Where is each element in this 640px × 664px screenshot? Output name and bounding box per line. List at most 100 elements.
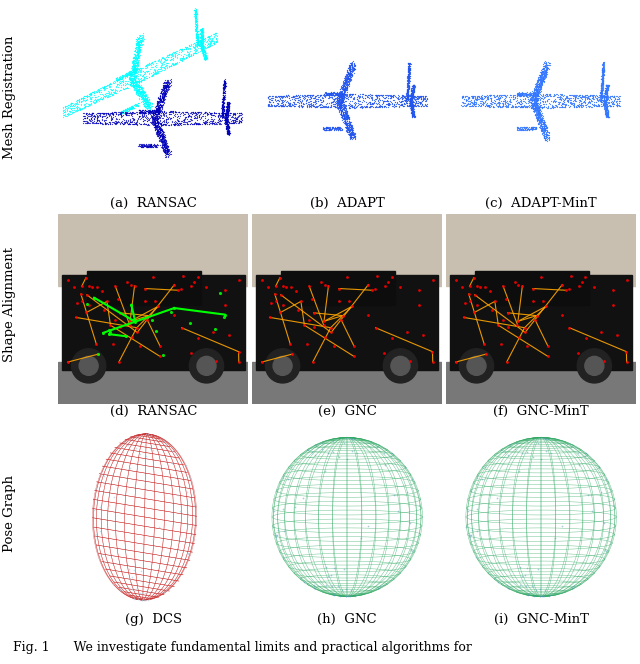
Point bbox=[102, 92, 113, 102]
Point bbox=[385, 92, 395, 103]
Point bbox=[128, 56, 138, 67]
Point bbox=[132, 37, 143, 47]
Point bbox=[130, 56, 140, 66]
Point bbox=[143, 98, 153, 109]
Point bbox=[132, 54, 142, 65]
Point bbox=[150, 105, 161, 116]
Point bbox=[186, 348, 196, 359]
Point bbox=[157, 104, 167, 114]
Point bbox=[115, 107, 125, 118]
Point bbox=[597, 76, 607, 87]
Point bbox=[138, 95, 148, 106]
Point bbox=[337, 79, 348, 90]
Point bbox=[218, 108, 228, 119]
Point bbox=[602, 86, 612, 97]
Point bbox=[131, 80, 141, 91]
Point bbox=[588, 93, 598, 104]
Point bbox=[596, 85, 606, 96]
Point bbox=[195, 32, 205, 42]
Point bbox=[92, 282, 102, 292]
Point bbox=[137, 33, 147, 43]
Point bbox=[116, 74, 126, 84]
Point bbox=[183, 108, 193, 118]
Point bbox=[577, 91, 587, 102]
Point bbox=[89, 95, 99, 106]
Point bbox=[521, 88, 531, 99]
Point bbox=[491, 90, 501, 101]
Point bbox=[348, 63, 358, 74]
Point bbox=[195, 33, 205, 43]
Point bbox=[601, 110, 611, 121]
Point bbox=[522, 124, 532, 134]
Point bbox=[153, 108, 163, 119]
Point bbox=[150, 112, 161, 123]
Point bbox=[196, 28, 207, 39]
Point bbox=[125, 74, 135, 85]
Point bbox=[153, 97, 163, 108]
Point bbox=[276, 101, 286, 112]
Point bbox=[351, 102, 361, 112]
Point bbox=[131, 86, 141, 96]
Point bbox=[599, 90, 609, 101]
Point bbox=[150, 118, 160, 128]
Point bbox=[191, 9, 202, 19]
Point bbox=[141, 73, 152, 84]
Point bbox=[324, 102, 335, 112]
Point bbox=[536, 118, 547, 128]
Point bbox=[193, 31, 203, 41]
Point bbox=[407, 94, 417, 105]
Point bbox=[541, 67, 551, 78]
Point bbox=[289, 100, 300, 111]
Point bbox=[460, 91, 470, 102]
Point bbox=[140, 105, 150, 116]
Point bbox=[150, 110, 160, 121]
Point bbox=[154, 104, 164, 114]
Point bbox=[545, 102, 556, 113]
Point bbox=[132, 39, 143, 50]
Point bbox=[478, 98, 488, 108]
Point bbox=[190, 7, 200, 17]
Point bbox=[334, 122, 344, 133]
Point bbox=[601, 89, 611, 100]
Point bbox=[416, 94, 426, 104]
Point bbox=[224, 126, 234, 137]
Point bbox=[129, 48, 140, 59]
Point bbox=[128, 52, 138, 63]
Point bbox=[524, 91, 534, 102]
Point bbox=[337, 124, 347, 135]
Point bbox=[332, 99, 342, 110]
Point bbox=[209, 37, 220, 48]
Point bbox=[341, 123, 351, 133]
Point bbox=[195, 25, 205, 36]
Point bbox=[337, 90, 347, 101]
Point bbox=[392, 92, 403, 103]
Point bbox=[162, 51, 172, 62]
Point bbox=[196, 31, 206, 41]
Point bbox=[229, 118, 239, 128]
Point bbox=[479, 98, 489, 108]
Point bbox=[164, 146, 174, 157]
Point bbox=[86, 110, 96, 121]
Point bbox=[217, 110, 227, 121]
Point bbox=[129, 82, 139, 92]
Point bbox=[532, 87, 542, 98]
Point bbox=[130, 54, 140, 65]
Point bbox=[127, 104, 138, 114]
Point bbox=[125, 76, 136, 86]
Point bbox=[340, 80, 351, 91]
Point bbox=[600, 108, 611, 119]
Point bbox=[144, 99, 154, 110]
Point bbox=[321, 124, 331, 135]
Point bbox=[125, 280, 136, 290]
Point bbox=[191, 19, 202, 30]
Point bbox=[335, 91, 345, 102]
Point bbox=[128, 66, 138, 76]
Point bbox=[181, 52, 191, 63]
Point bbox=[182, 114, 193, 124]
Point bbox=[600, 92, 611, 102]
Point bbox=[136, 36, 147, 46]
Point bbox=[417, 94, 428, 104]
Point bbox=[217, 112, 227, 122]
Point bbox=[493, 576, 503, 587]
Point bbox=[456, 91, 467, 102]
